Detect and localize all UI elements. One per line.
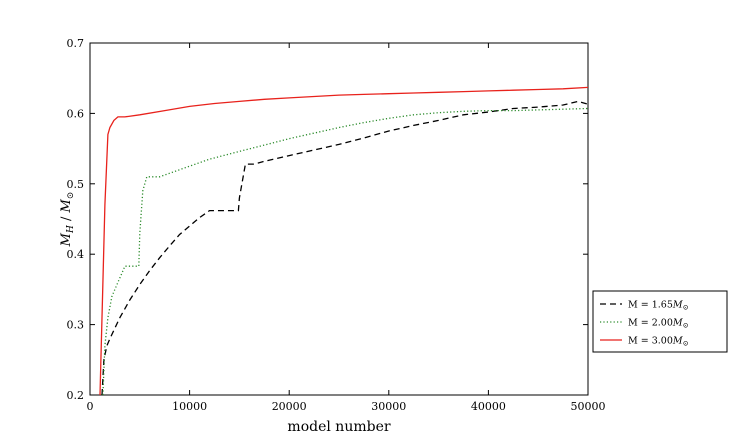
plot-frame — [89, 42, 589, 396]
x-tick-label: 40000 — [471, 400, 506, 413]
legend-label-3: M = 3.00M⊙ — [628, 336, 689, 348]
x-tick-label: 0 — [87, 400, 94, 413]
y-tick-label: 0.3 — [67, 319, 85, 332]
x-tick-label: 30000 — [371, 400, 406, 413]
y-tick-label: 0.4 — [67, 248, 85, 261]
y-tick-label: 0.2 — [67, 389, 85, 402]
x-tick-label: 10000 — [172, 400, 207, 413]
axis-ticks: 0 10000 20000 30000 40000 50000 0.2 0.3 0.4 0.5 0.… — [67, 37, 606, 413]
y-axis-label: MH / M⊙ — [59, 192, 76, 248]
legend-box — [592, 290, 728, 353]
legend: M = 1.65M⊙ M = 2.00M⊙ M = 3.00M⊙ — [592, 290, 728, 353]
legend-label-1: M = 1.65M⊙ — [628, 300, 689, 312]
svg-text:MH / M⊙: MH / M⊙ — [59, 192, 76, 248]
series-line-1 — [101, 100, 589, 396]
legend-label-2: M = 2.00M⊙ — [628, 318, 689, 330]
x-axis-label: model number — [287, 419, 390, 435]
x-tick-label: 20000 — [272, 400, 307, 413]
series-line-2 — [102, 107, 589, 396]
y-tick-label: 0.5 — [67, 178, 85, 191]
x-tick-label: 50000 — [571, 400, 606, 413]
series-layer — [99, 86, 589, 396]
y-tick-label: 0.6 — [67, 107, 85, 120]
y-tick-label: 0.7 — [67, 37, 85, 50]
series-line-3 — [99, 86, 589, 396]
